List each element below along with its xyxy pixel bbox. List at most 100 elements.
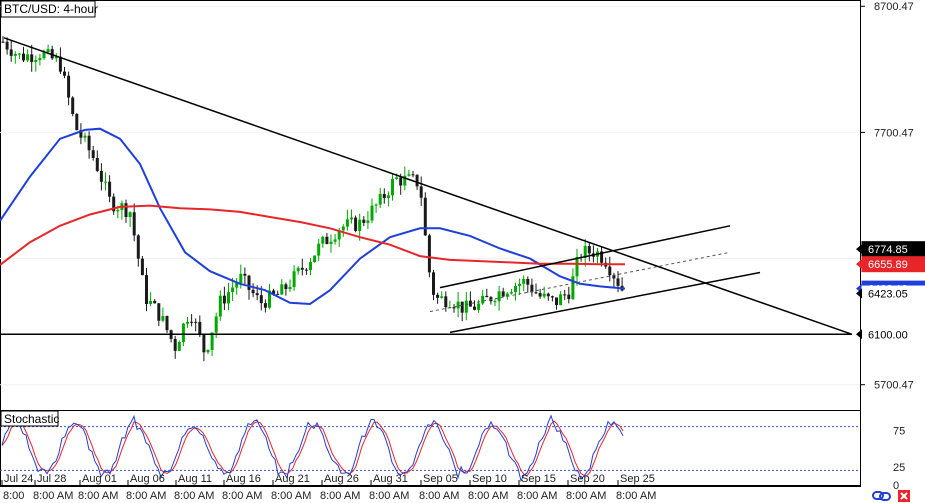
candle	[58, 47, 62, 75]
stochastic-d-line	[1, 420, 624, 477]
candle-body	[436, 294, 440, 298]
x-time-label: 8:00 AM	[271, 490, 311, 502]
candle	[210, 332, 214, 357]
candle	[526, 276, 530, 293]
candle	[427, 233, 431, 278]
candle	[268, 283, 271, 310]
candle	[329, 234, 333, 253]
candle	[325, 232, 329, 245]
candle-body	[227, 292, 230, 304]
candle-body	[444, 296, 448, 308]
candle-body	[440, 296, 444, 298]
candle-body	[423, 197, 427, 236]
candle-body	[411, 174, 415, 176]
candle	[87, 131, 91, 159]
candle-body	[415, 174, 419, 187]
candle	[550, 295, 554, 302]
candle	[75, 113, 79, 131]
candle	[468, 291, 472, 307]
candle-body	[58, 56, 62, 72]
candle-body	[198, 321, 202, 335]
candle-body	[1, 41, 5, 43]
candle-body	[341, 226, 345, 231]
chart-title: BTC/USD: 4-hour	[4, 2, 98, 16]
candle-body	[321, 236, 325, 244]
candle-body	[493, 301, 497, 303]
candle	[485, 288, 489, 298]
candle	[587, 242, 591, 262]
stochastic-k-line	[1, 414, 624, 483]
candle-body	[247, 275, 251, 290]
candle-body	[5, 41, 9, 50]
candle	[493, 298, 497, 307]
moving-average-lines	[0, 127, 626, 306]
x-tick-label: Jul 28	[37, 473, 66, 485]
candle	[104, 172, 107, 191]
x-time-label: 8:00 AM	[369, 490, 409, 502]
candle	[13, 51, 17, 64]
candle-body	[509, 292, 513, 294]
candle	[54, 53, 58, 62]
x-time-label: 8:00 AM	[616, 490, 656, 502]
candle	[300, 258, 304, 276]
candle	[304, 268, 308, 275]
candle-body	[112, 196, 116, 212]
candle	[194, 318, 198, 332]
x-time-label: 8:00	[3, 490, 24, 502]
candle	[386, 191, 390, 207]
x-time-label: 8:00 AM	[468, 490, 508, 502]
x-tick-label: Aug 26	[324, 473, 359, 485]
candle-body	[600, 251, 604, 263]
candle-body	[460, 301, 464, 313]
sma-red-line	[0, 204, 625, 266]
candle	[95, 150, 99, 173]
candle	[124, 199, 128, 223]
candle-body	[214, 316, 218, 333]
candle	[136, 234, 140, 267]
candle-body	[366, 220, 370, 223]
candle-body	[485, 295, 489, 298]
time-axis: Jul 24 8:00 Jul 28 8:00 AM Aug 01 8:00 AM Aug …	[1, 473, 656, 502]
candle	[108, 175, 112, 203]
candle-body	[255, 293, 259, 296]
candle-body	[231, 287, 235, 293]
candle-body	[403, 175, 407, 186]
candle-body	[309, 262, 312, 270]
candle-body	[391, 178, 394, 196]
candle	[583, 239, 587, 267]
candle	[149, 292, 153, 307]
candle	[440, 291, 444, 299]
candle-body	[518, 283, 522, 286]
channel-mid-line	[429, 251, 731, 313]
candle	[198, 315, 202, 338]
candle-body	[136, 235, 140, 259]
candle-body	[608, 266, 612, 276]
candle	[354, 215, 358, 233]
candle-body	[276, 293, 280, 295]
candle	[497, 286, 501, 311]
candle	[120, 200, 124, 220]
stochastic-tick-label: 25	[893, 462, 905, 474]
candle	[374, 203, 378, 213]
candle-body	[251, 289, 255, 294]
candle	[522, 275, 526, 292]
link-icon[interactable]	[872, 491, 891, 501]
candle	[145, 267, 148, 312]
candle-body	[587, 246, 591, 254]
x-time-label: 8:00 AM	[174, 490, 214, 502]
candle	[173, 335, 177, 359]
candle-body	[173, 338, 177, 351]
candle	[366, 211, 370, 230]
candle	[132, 203, 136, 242]
candle-body	[71, 97, 75, 114]
candle-body	[571, 276, 575, 300]
candle-body	[616, 278, 620, 286]
candle	[501, 287, 505, 298]
candle	[411, 170, 415, 178]
candle	[17, 52, 21, 60]
candle	[456, 291, 460, 318]
candle-body	[50, 49, 54, 59]
candle-body	[79, 130, 83, 138]
close-icon[interactable]	[898, 490, 910, 502]
